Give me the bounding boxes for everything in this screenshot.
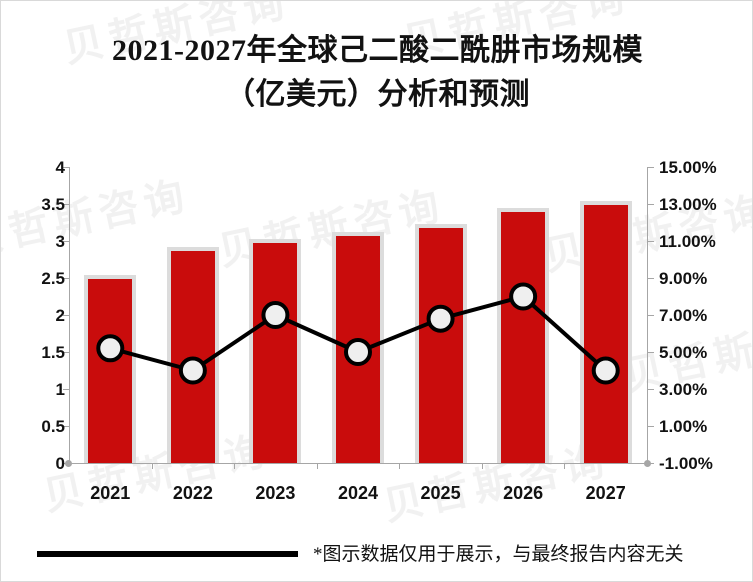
bar[interactable] bbox=[497, 208, 550, 463]
growth-rate-marker[interactable] bbox=[261, 301, 290, 329]
x-axis-end-cap bbox=[644, 460, 651, 467]
growth-rate-marker[interactable] bbox=[426, 304, 455, 333]
x-axis-tick bbox=[316, 463, 318, 469]
chart-footer: *图示数据仅用于展示，与最终报告内容无关 bbox=[1, 531, 752, 581]
chart-area: 0 0.5 1 1.5 2 2.5 3 3.5 4 -1.00% 1.00% 3.00% 5.00% 7… bbox=[1, 151, 752, 503]
left-axis-tick bbox=[63, 389, 69, 390]
left-axis-tick bbox=[63, 241, 69, 242]
right-axis-tick-label: 9.00% bbox=[659, 269, 708, 288]
growth-rate-marker[interactable] bbox=[509, 282, 538, 311]
left-axis-tick-label: 2 bbox=[55, 306, 65, 325]
footnote-text: *图示数据仅用于展示，与最终报告内容无关 bbox=[313, 544, 684, 565]
right-axis-tick bbox=[648, 389, 654, 390]
right-axis-tick-label: 1.00% bbox=[659, 417, 708, 436]
left-axis-tick-label: 3 bbox=[55, 232, 65, 251]
x-axis-label: 2024 bbox=[337, 483, 378, 503]
x-axis-tick bbox=[564, 463, 566, 469]
x-axis-tick bbox=[481, 463, 483, 469]
right-axis-tick-label: 13.00% bbox=[659, 195, 717, 214]
chart-title-line-2: （亿美元）分析和预测 bbox=[225, 78, 530, 111]
right-axis-tick bbox=[648, 315, 654, 316]
growth-rate-line-series bbox=[96, 282, 620, 385]
bar[interactable] bbox=[579, 200, 632, 463]
bar[interactable] bbox=[249, 239, 302, 463]
plot-area: 0 0.5 1 1.5 2 2.5 3 3.5 4 -1.00% 1.00% 3.00% 5.00% 7… bbox=[41, 159, 716, 503]
right-axis-tick bbox=[648, 426, 654, 427]
right-axis-tick bbox=[648, 352, 654, 353]
x-axis-label: 2021 bbox=[90, 483, 131, 503]
right-axis-tick-label: 11.00% bbox=[659, 232, 716, 251]
growth-rate-marker[interactable] bbox=[178, 356, 207, 385]
left-axis-tick bbox=[63, 463, 69, 464]
right-axis-tick-label: 15.00% bbox=[659, 158, 717, 177]
left-axis-tick-label: 0.5 bbox=[41, 417, 65, 436]
x-axis-tick bbox=[399, 463, 401, 469]
x-axis-tick bbox=[151, 463, 153, 469]
right-y-axis bbox=[647, 167, 648, 464]
right-axis-tick bbox=[648, 204, 654, 205]
left-axis-tick-label: 2.5 bbox=[41, 269, 65, 288]
left-axis-tick bbox=[63, 167, 69, 168]
x-axis-label: 2026 bbox=[503, 483, 544, 503]
right-axis-tick bbox=[648, 241, 654, 242]
right-axis-tick-label: -1.00% bbox=[659, 454, 713, 473]
x-axis-tick bbox=[234, 463, 236, 469]
left-y-axis bbox=[69, 167, 70, 464]
chart-title: 2021-2027年全球己二酸二酰肼市场规模 （亿美元）分析和预测 bbox=[1, 29, 752, 117]
left-axis-tick-label: 3.5 bbox=[41, 195, 65, 214]
x-axis-label: 2022 bbox=[172, 483, 213, 503]
left-axis-tick bbox=[63, 315, 69, 316]
growth-rate-markers bbox=[96, 282, 620, 385]
bar[interactable] bbox=[414, 223, 467, 463]
right-axis-tick bbox=[648, 278, 654, 279]
x-axis bbox=[69, 463, 648, 464]
right-axis-tick-label: 5.00% bbox=[659, 343, 708, 362]
growth-rate-marker[interactable] bbox=[591, 356, 620, 385]
x-axis-label: 2025 bbox=[420, 483, 461, 503]
x-axis-label: 2023 bbox=[255, 483, 296, 503]
growth-rate-marker[interactable] bbox=[96, 334, 125, 363]
chart-title-line-1: 2021-2027年全球己二酸二酰肼市场规模 bbox=[112, 34, 643, 67]
right-axis-tick-label: 7.00% bbox=[659, 306, 708, 325]
growth-rate-legend-line bbox=[37, 551, 298, 557]
left-axis-tick-label: 1 bbox=[55, 380, 65, 399]
bar[interactable] bbox=[166, 246, 219, 463]
left-axis-tick bbox=[63, 352, 69, 353]
left-axis-tick-label: 4 bbox=[55, 158, 65, 177]
growth-rate-marker[interactable] bbox=[344, 338, 372, 366]
right-axis-tick bbox=[648, 167, 654, 168]
left-axis-tick bbox=[63, 278, 69, 279]
x-axis-label: 2027 bbox=[585, 483, 626, 503]
left-axis-tick-label: 0 bbox=[55, 454, 65, 473]
right-axis-tick-label: 3.00% bbox=[659, 380, 708, 399]
bar[interactable] bbox=[84, 275, 137, 463]
left-axis-tick-label: 1.5 bbox=[41, 343, 65, 362]
left-axis-tick bbox=[63, 204, 69, 205]
left-axis-tick bbox=[63, 426, 69, 427]
right-axis-tick bbox=[648, 463, 654, 464]
